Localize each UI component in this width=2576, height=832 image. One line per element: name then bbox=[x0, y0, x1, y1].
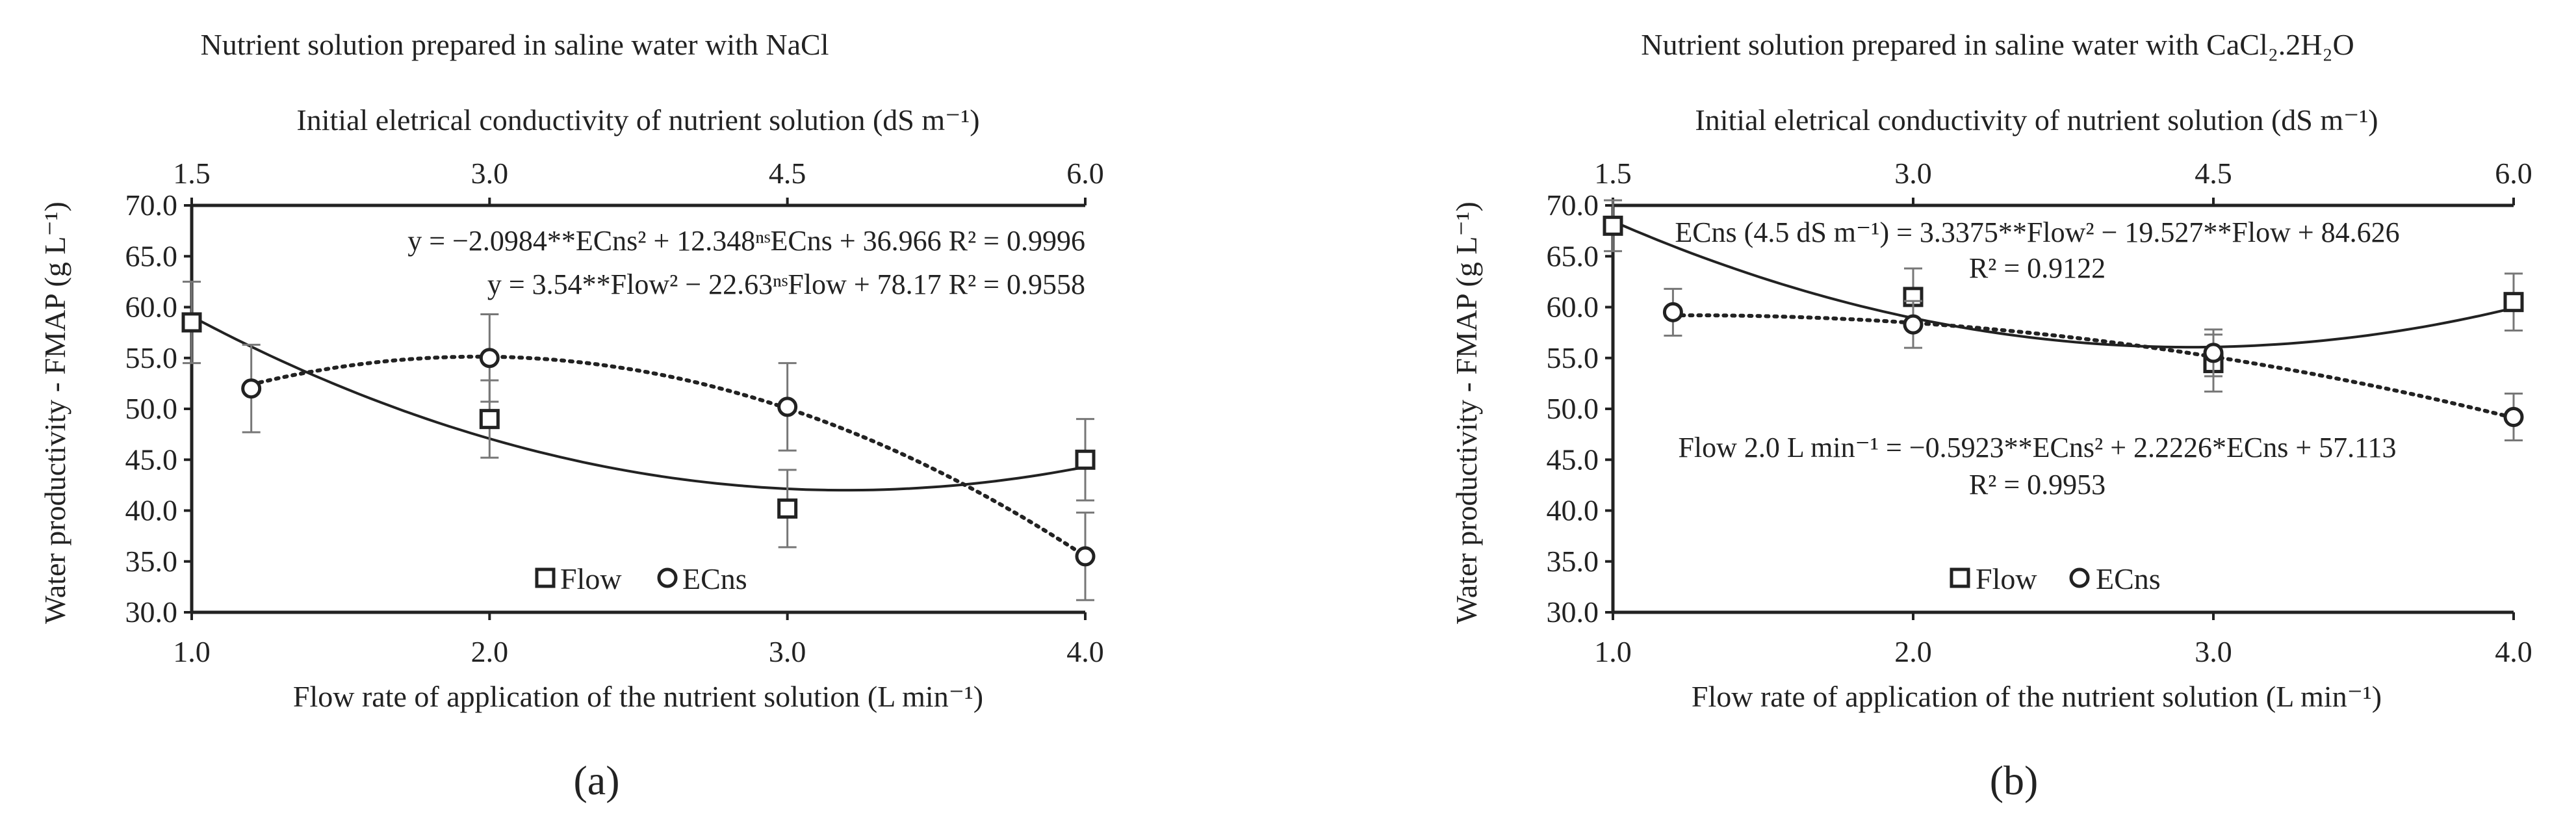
y-tick-label: 35.0 bbox=[125, 545, 178, 578]
data-point-flow bbox=[777, 498, 798, 519]
equation-flow: ECns (4.5 dS m⁻¹) = 3.3375**Flow² − 19.5… bbox=[1675, 216, 2399, 248]
bottom-axis-label: Flow rate of application of the nutrient… bbox=[293, 680, 983, 713]
legend-ecns-marker bbox=[657, 567, 678, 588]
top-tick-label: 1.5 bbox=[173, 157, 211, 190]
data-point-ecns bbox=[1903, 314, 1924, 335]
equation-ecns-r2: R² = 0.9953 bbox=[1969, 469, 2106, 500]
x-tick-label: 2.0 bbox=[1894, 635, 1932, 668]
legend-ecns-label: ECns bbox=[2096, 562, 2161, 595]
chart-title: Nutrient solution prepared in saline wat… bbox=[200, 28, 829, 61]
equation-flow: y = 3.54**Flow² − 22.63ⁿˢFlow + 78.17 R²… bbox=[487, 268, 1085, 300]
y-axis-label: Water productivity - FMAP (g L⁻¹) bbox=[38, 202, 71, 624]
top-tick-label: 3.0 bbox=[471, 157, 509, 190]
data-point-ecns bbox=[2203, 343, 2224, 363]
y-tick-label: 40.0 bbox=[125, 494, 178, 527]
data-point-flow bbox=[1603, 215, 1623, 236]
y-tick-label: 60.0 bbox=[1547, 291, 1599, 324]
chart-title: Nutrient solution prepared in saline wat… bbox=[1641, 28, 2354, 61]
top-axis-label: Initial eletrical conductivity of nutrie… bbox=[1695, 103, 2378, 136]
data-point-ecns bbox=[479, 348, 500, 369]
x-tick-label: 3.0 bbox=[769, 635, 806, 668]
y-tick-label: 55.0 bbox=[1547, 341, 1599, 374]
x-tick-label: 1.0 bbox=[1594, 635, 1632, 668]
legend: Flow ECns bbox=[535, 562, 747, 595]
x-tick-label: 2.0 bbox=[471, 635, 509, 668]
fit-curve-flow bbox=[1612, 220, 2514, 349]
data-point-flow bbox=[181, 312, 202, 333]
legend-flow-marker bbox=[535, 567, 556, 588]
panel-label: (b) bbox=[1990, 757, 2039, 803]
data-point-ecns bbox=[2503, 407, 2524, 428]
panel-label: (a) bbox=[573, 757, 619, 803]
data-point-ecns bbox=[241, 378, 262, 399]
fit-curve-ecns bbox=[1671, 313, 2516, 420]
top-tick-label: 6.0 bbox=[2495, 157, 2532, 190]
y-tick-label: 70.0 bbox=[1547, 188, 1599, 222]
legend-flow-marker bbox=[1950, 567, 1970, 588]
legend: Flow ECns bbox=[1950, 562, 2161, 595]
data-point-ecns bbox=[777, 396, 798, 417]
fit-curve-ecns bbox=[249, 354, 1087, 558]
y-tick-label: 45.0 bbox=[125, 443, 178, 476]
legend-ecns-label: ECns bbox=[682, 562, 747, 595]
fit-curve-flow bbox=[191, 315, 1086, 492]
legend-flow-label: Flow bbox=[560, 562, 622, 595]
x-tick-label: 4.0 bbox=[2495, 635, 2532, 668]
y-tick-label: 70.0 bbox=[125, 188, 178, 222]
x-tick-label: 3.0 bbox=[2195, 635, 2232, 668]
y-tick-label: 40.0 bbox=[1547, 494, 1599, 527]
equation-ecns: Flow 2.0 L min⁻¹ = −0.5923**ECns² + 2.22… bbox=[1678, 432, 2396, 463]
y-tick-label: 35.0 bbox=[1547, 545, 1599, 578]
y-tick-label: 65.0 bbox=[1547, 239, 1599, 272]
y-axis-label: Water productivity - FMAP (g L⁻¹) bbox=[1450, 202, 1483, 624]
data-point-flow bbox=[479, 409, 500, 430]
top-tick-label: 4.5 bbox=[769, 157, 806, 190]
data-point-flow bbox=[1075, 449, 1096, 470]
plot-area: 30.0 35.0 40.0 45.0 50.0 55.0 60.0 65.0 70.0 1.0 2… bbox=[1547, 157, 2532, 668]
data-point-ecns bbox=[1662, 302, 1683, 322]
data-point-flow bbox=[2503, 292, 2524, 313]
y-tick-label: 30.0 bbox=[1547, 595, 1599, 629]
equation-ecns: y = −2.0984**ECns² + 12.348ⁿˢECns + 36.9… bbox=[407, 225, 1085, 257]
legend-flow-label: Flow bbox=[1976, 562, 2037, 595]
top-tick-label: 3.0 bbox=[1894, 157, 1932, 190]
equation-flow-r2: R² = 0.9122 bbox=[1969, 252, 2106, 284]
panel-b: Nutrient solution prepared in saline wat… bbox=[1450, 28, 2532, 803]
top-axis-label: Initial eletrical conductivity of nutrie… bbox=[296, 103, 979, 136]
x-tick-label: 4.0 bbox=[1066, 635, 1104, 668]
legend-ecns-marker bbox=[2069, 567, 2090, 588]
data-point-ecns bbox=[1075, 546, 1096, 567]
top-tick-label: 4.5 bbox=[2195, 157, 2232, 190]
x-tick-label: 1.0 bbox=[173, 635, 211, 668]
y-tick-label: 55.0 bbox=[125, 341, 178, 374]
y-tick-label: 30.0 bbox=[125, 595, 178, 629]
y-tick-label: 50.0 bbox=[1547, 392, 1599, 425]
top-tick-label: 1.5 bbox=[1594, 157, 1632, 190]
plot-area: 30.0 35.0 40.0 45.0 50.0 55.0 60.0 65.0 70.0 1.0 2… bbox=[125, 157, 1104, 668]
y-tick-label: 50.0 bbox=[125, 392, 178, 425]
y-tick-label: 45.0 bbox=[1547, 443, 1599, 476]
panel-a: Nutrient solution prepared in saline wat… bbox=[38, 28, 1104, 803]
y-tick-label: 65.0 bbox=[125, 239, 178, 272]
bottom-axis-label: Flow rate of application of the nutrient… bbox=[1692, 680, 2382, 713]
y-tick-label: 60.0 bbox=[125, 291, 178, 324]
top-tick-label: 6.0 bbox=[1066, 157, 1104, 190]
